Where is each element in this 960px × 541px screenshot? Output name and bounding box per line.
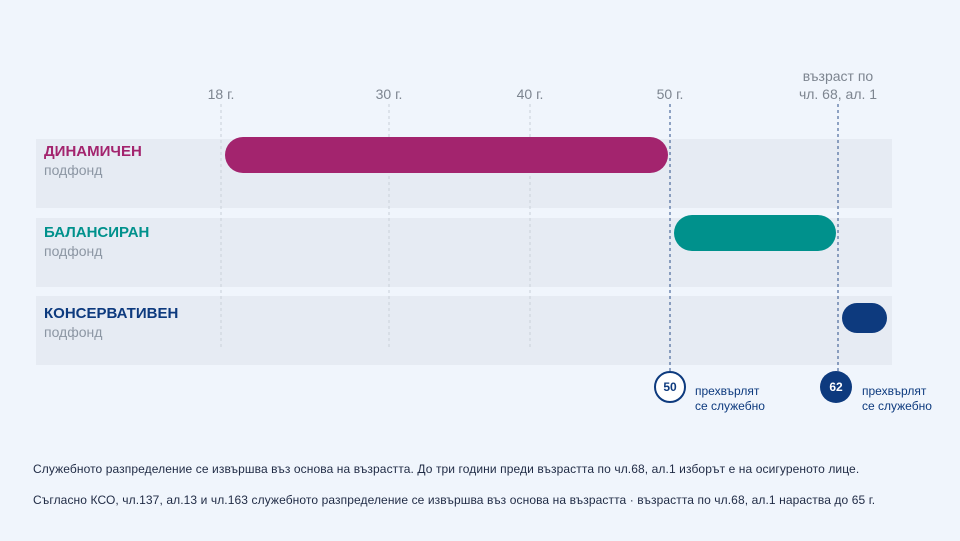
tick-label: 40 г.: [516, 86, 544, 102]
tick-label-end: възраст по чл. 68, ал. 1: [799, 67, 877, 103]
row-background-conservative: [36, 296, 892, 365]
tick-label: 50 г.: [656, 86, 684, 102]
transfer-marker-text: прехвърлят се служебно: [695, 384, 765, 414]
series-name: БАЛАНСИРАН: [44, 224, 150, 241]
bar: [674, 215, 836, 251]
bar: [842, 303, 887, 333]
series-label-conservative: КОНСЕРВАТИВЕН подфонд: [44, 305, 178, 341]
transfer-marker-50: 50: [654, 371, 686, 403]
footnote-1: Служебното разпределение се извършва въз…: [33, 462, 860, 476]
transfer-marker-62: 62: [820, 371, 852, 403]
series-name: ДИНАМИЧЕН: [44, 143, 142, 160]
tick-label-end-line2: чл. 68, ал. 1: [798, 86, 878, 102]
transfer-marker-text-line1: прехвърлят: [862, 384, 927, 398]
footnote-2: Съгласно КСО, чл.137, ал.13 и чл.163 слу…: [33, 493, 876, 507]
transfer-marker-text-line2: се служебно: [862, 399, 932, 413]
series-subtitle: подфонд: [44, 324, 103, 340]
series-label-balanced: БАЛАНСИРАН подфонд: [44, 224, 149, 260]
series-name: КОНСЕРВАТИВЕН: [44, 305, 179, 322]
tick-label-end-line1: възраст по: [802, 68, 874, 84]
transfer-marker-text: прехвърлят се служебно: [862, 384, 932, 414]
transfer-marker-text-line1: прехвърлят: [695, 384, 760, 398]
series-subtitle: подфонд: [44, 162, 103, 178]
tick-label: 18 г.: [207, 86, 235, 102]
tick-label: 30 г.: [375, 86, 403, 102]
transfer-marker-text-line2: се служебно: [695, 399, 765, 413]
series-subtitle: подфонд: [44, 243, 103, 259]
series-label-dynamic: ДИНАМИЧЕН подфонд: [44, 143, 142, 179]
bar: [225, 137, 668, 173]
